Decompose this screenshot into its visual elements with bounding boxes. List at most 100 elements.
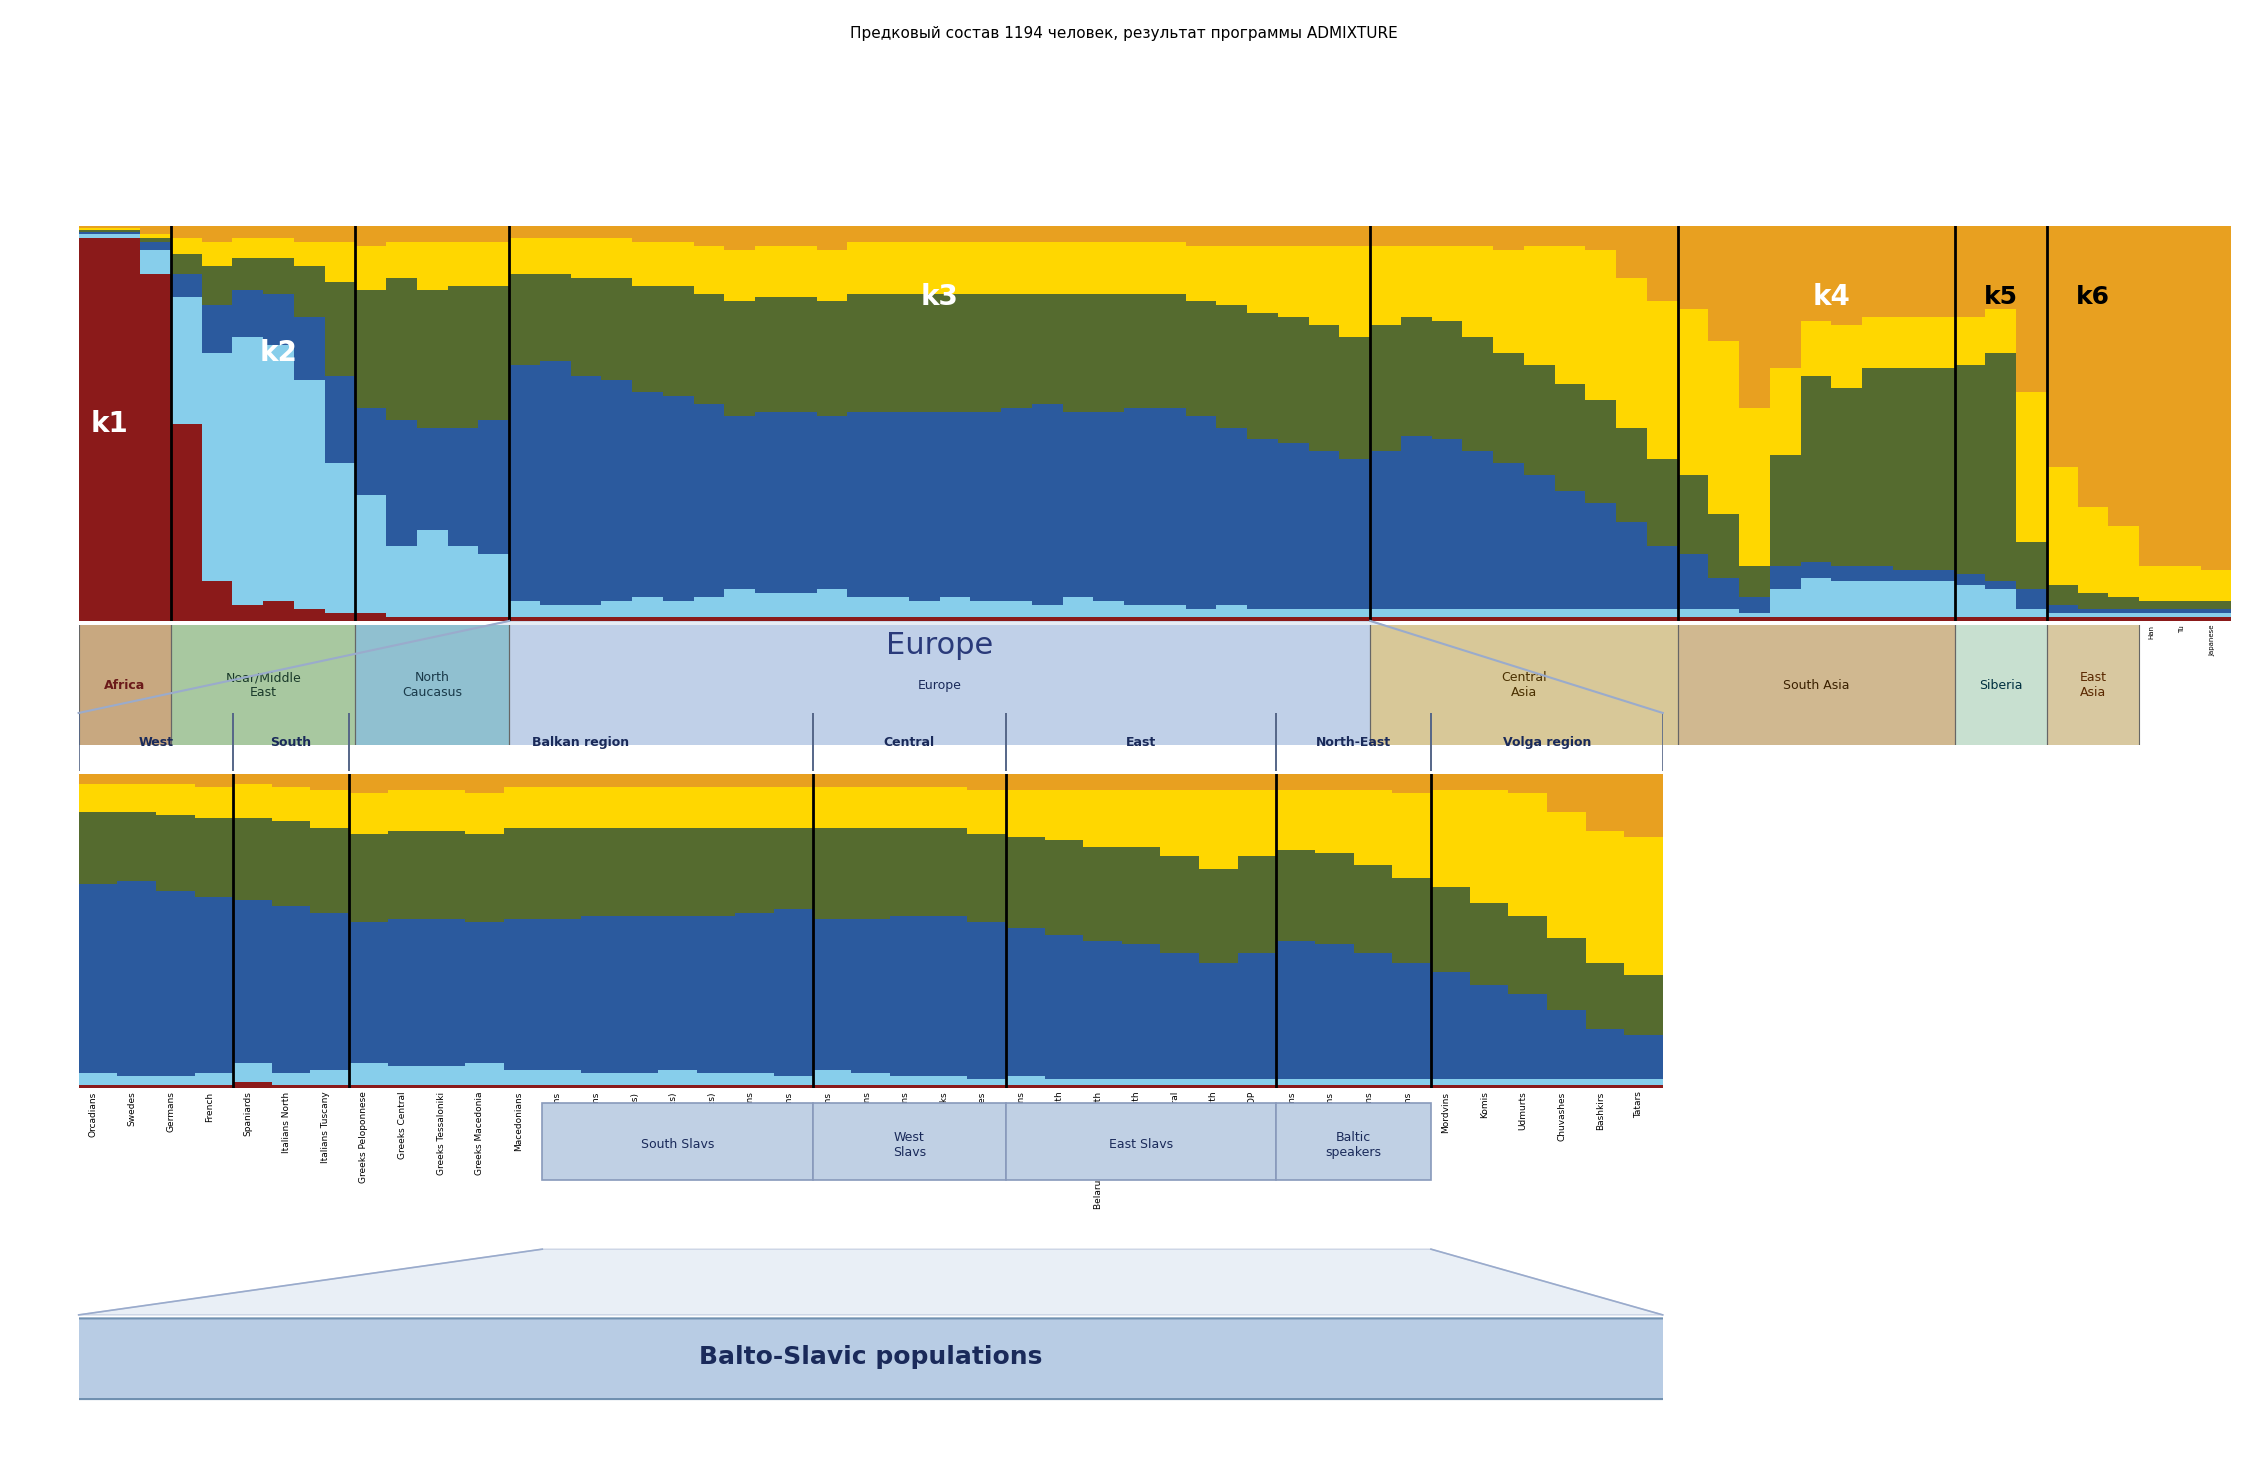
Bar [1314, 944, 1353, 1080]
Bar [1371, 326, 1400, 451]
Bar [694, 294, 724, 403]
Bar [2139, 226, 2171, 565]
Text: Italians Tuscany: Italians Tuscany [321, 1091, 330, 1163]
Text: Latvians: Latvians [1326, 1091, 1335, 1129]
Bar [966, 774, 1007, 790]
Bar [355, 289, 386, 408]
Bar [1892, 317, 1923, 368]
Bar [1045, 1086, 1083, 1088]
Bar [231, 289, 263, 337]
Bar [479, 617, 510, 621]
Bar [1586, 774, 1625, 831]
Bar [79, 774, 117, 783]
Bar [1863, 317, 1892, 368]
Bar [195, 818, 234, 897]
Bar [1800, 321, 1831, 377]
Bar [966, 790, 1007, 834]
Text: Jordanians: Jordanians [272, 625, 279, 662]
Bar [1986, 581, 2016, 589]
Bar [2200, 609, 2231, 614]
Bar [386, 617, 418, 621]
Bar [542, 1069, 582, 1086]
Bar [2047, 605, 2078, 614]
Bar [1238, 954, 1276, 1080]
Text: Bashkirs: Bashkirs [1656, 625, 1663, 655]
Bar [234, 900, 272, 1064]
Bar [1955, 586, 1986, 617]
Text: Bulgarians: Bulgarians [822, 1091, 831, 1140]
Bar [1353, 790, 1393, 865]
Bar [1216, 305, 1247, 428]
Text: Mbuti Pygmies: Mbuti Pygmies [119, 625, 126, 676]
Bar [1045, 774, 1083, 790]
Text: Turks: Turks [335, 625, 339, 643]
Bar [1892, 570, 1923, 581]
Bar [117, 774, 155, 783]
Bar [155, 1086, 195, 1088]
Bar [427, 1086, 465, 1088]
Bar [79, 1072, 117, 1086]
Bar [510, 364, 539, 602]
Bar [1276, 850, 1314, 941]
Text: Balkan region: Balkan region [533, 736, 629, 748]
Bar [1083, 846, 1121, 941]
Bar [1238, 1086, 1276, 1088]
Bar [202, 305, 231, 352]
Bar [1159, 954, 1200, 1080]
Bar [1555, 226, 1586, 245]
Bar [272, 1072, 310, 1086]
Bar [1494, 352, 1523, 463]
Bar [775, 828, 813, 909]
Bar [139, 243, 171, 250]
Bar [1083, 774, 1121, 790]
Text: Tatars: Tatars [1687, 625, 1694, 646]
Bar [928, 1086, 966, 1088]
Bar [539, 273, 571, 361]
Bar [1431, 617, 1463, 621]
Bar [1771, 456, 1800, 565]
Text: Evenkis: Evenkis [2117, 625, 2123, 652]
Bar [1463, 617, 1494, 621]
Bar [852, 1086, 890, 1088]
Bar [1353, 865, 1393, 954]
Bar [510, 617, 539, 621]
Bar [620, 1072, 658, 1086]
Bar [79, 783, 117, 812]
Bar [110, 238, 139, 621]
Bar [139, 250, 171, 273]
Bar [263, 226, 294, 238]
Bar [755, 593, 786, 617]
Bar [1647, 226, 1679, 301]
Bar [2108, 614, 2139, 617]
Bar [389, 790, 427, 831]
Bar [735, 828, 775, 913]
Bar [602, 602, 631, 617]
Bar [1431, 226, 1463, 245]
Bar [542, 787, 582, 828]
Bar [1955, 364, 1986, 574]
Bar [1121, 944, 1159, 1080]
Bar [510, 238, 539, 273]
Bar [1200, 1086, 1238, 1088]
Bar [272, 906, 310, 1072]
Text: Romanians: Romanians [1103, 625, 1108, 663]
Bar [1523, 617, 1555, 621]
Bar [1339, 459, 1371, 609]
Bar [1508, 1086, 1546, 1088]
Bar [1007, 928, 1045, 1075]
Bar [724, 416, 755, 589]
Bar [1308, 226, 1339, 245]
Bar [2139, 614, 2171, 617]
Bar [1431, 609, 1463, 617]
Bar [1586, 1080, 1625, 1086]
Text: Chuvashes: Chuvashes [1557, 1091, 1566, 1141]
Bar [816, 589, 847, 617]
Bar [348, 793, 389, 834]
Bar [928, 787, 966, 828]
Bar [582, 1086, 620, 1088]
Bar [890, 774, 928, 787]
Bar [1279, 444, 1308, 609]
Bar [479, 286, 510, 419]
Bar [155, 815, 195, 891]
Bar [1247, 440, 1279, 609]
